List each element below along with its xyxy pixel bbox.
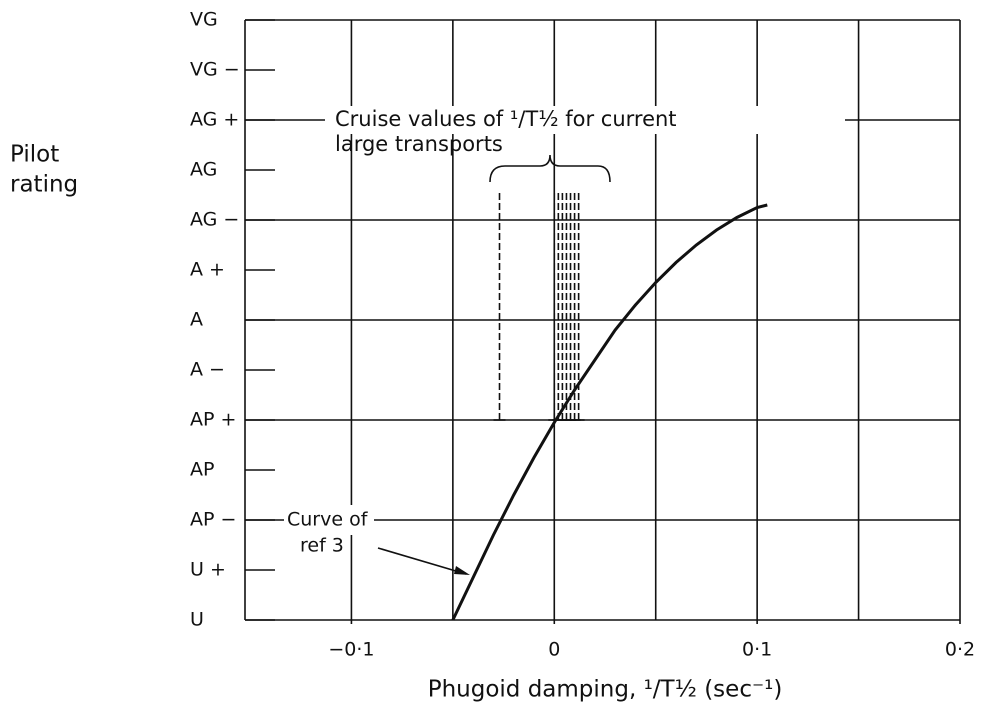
- x-tick-label: 0·1: [742, 639, 772, 661]
- label-background: [325, 106, 845, 134]
- x-tick-label: −0·1: [328, 639, 374, 661]
- y-tick-label: AG +: [190, 109, 239, 131]
- annotation: Curve of: [287, 509, 369, 531]
- y-tick-label: VG −: [190, 59, 240, 81]
- x-tick-label: 0: [548, 639, 560, 661]
- y-tick-label: U: [190, 609, 204, 631]
- y-tick-label: A −: [190, 359, 225, 381]
- y-tick-label: A +: [190, 259, 225, 281]
- y-label: rating: [10, 172, 78, 198]
- arrow-head: [454, 566, 470, 575]
- x-tick-label: 0·2: [945, 639, 975, 661]
- y-tick-label: AG −: [190, 209, 239, 231]
- y-tick-label: A: [190, 309, 203, 331]
- curve: [451, 203, 768, 621]
- y-tick-label: AP −: [190, 509, 236, 531]
- y-tick-label: VG: [190, 9, 218, 31]
- x-label: Phugoid damping, ¹/T½ (sec⁻¹): [428, 677, 783, 703]
- arrow: [377, 547, 467, 575]
- y-label: Pilot: [10, 142, 59, 168]
- y-tick-label: AG: [190, 159, 217, 181]
- annotation: large transports: [335, 132, 503, 156]
- y-tick-label: AP: [190, 459, 214, 481]
- y-tick-label: AP +: [190, 409, 236, 431]
- annotation: ref 3: [300, 535, 344, 557]
- bracket: [489, 154, 611, 183]
- label-background: [284, 505, 374, 535]
- annotation: Cruise values of ¹/T½ for current: [335, 107, 677, 131]
- y-tick-label: U +: [190, 559, 226, 581]
